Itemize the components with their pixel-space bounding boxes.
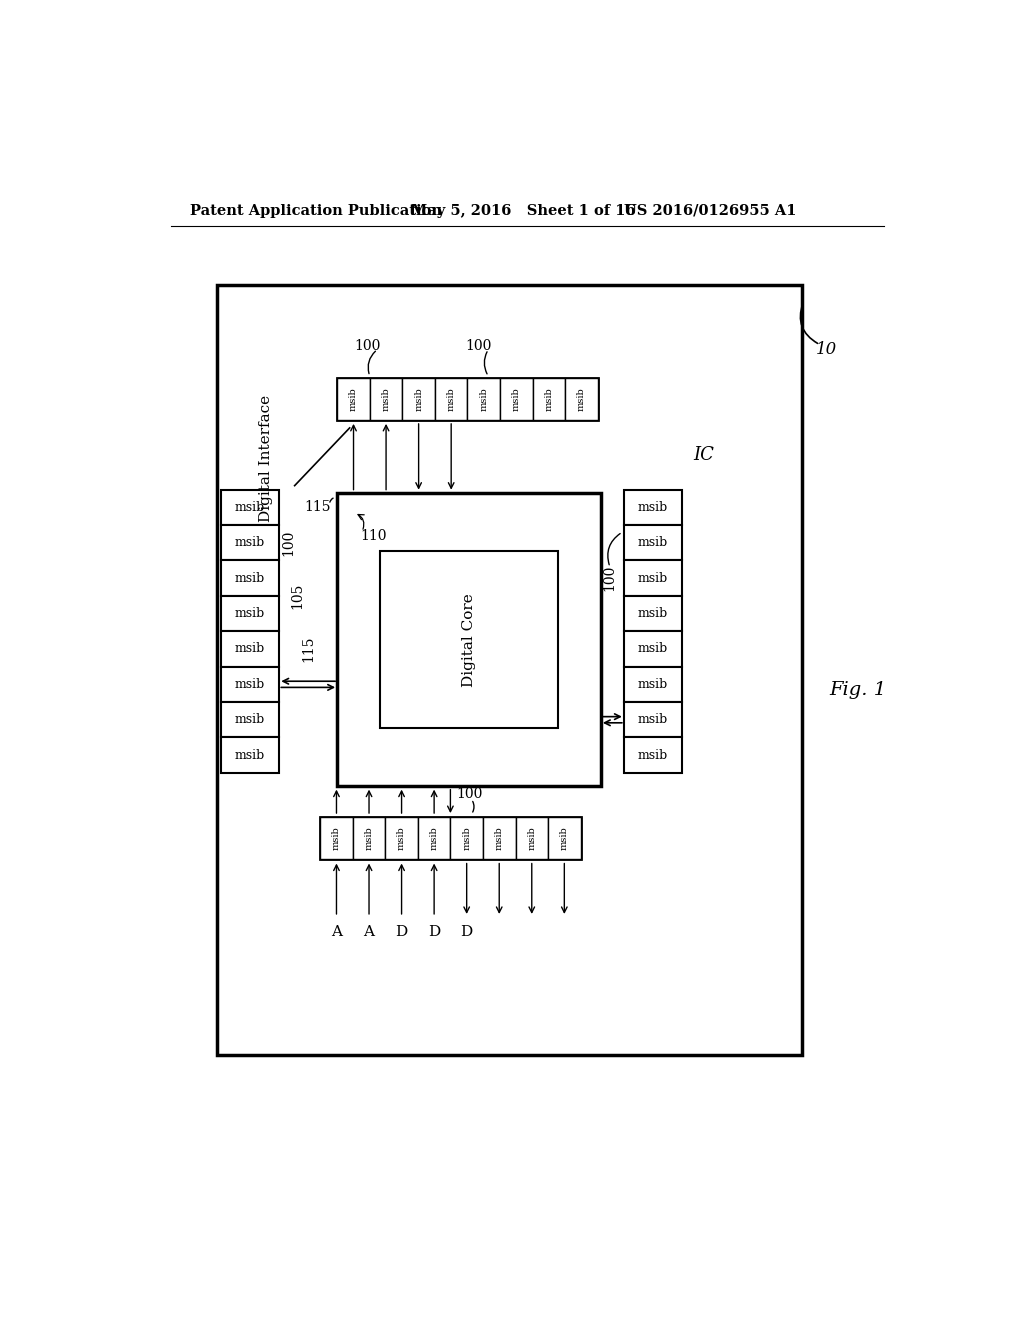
Text: msib: msib — [479, 387, 488, 411]
Text: IC: IC — [693, 446, 715, 463]
Bar — [321, 817, 352, 859]
Text: msib: msib — [365, 826, 374, 850]
Bar — [435, 378, 467, 420]
Text: msib: msib — [545, 387, 553, 411]
Text: msib: msib — [234, 748, 265, 762]
Text: msib: msib — [234, 607, 265, 620]
Bar — [467, 378, 500, 420]
Bar — [370, 378, 402, 420]
Text: msib: msib — [638, 643, 669, 656]
Bar — [321, 817, 581, 859]
Bar — [352, 817, 385, 859]
Bar — [451, 817, 483, 859]
Text: msib: msib — [430, 826, 438, 850]
Text: Digital Interface: Digital Interface — [259, 395, 273, 523]
Text: msib: msib — [638, 500, 669, 513]
Text: msib: msib — [332, 826, 341, 850]
Bar — [500, 378, 532, 420]
Bar — [624, 738, 682, 774]
Bar — [221, 560, 280, 595]
Text: msib: msib — [527, 826, 537, 850]
Bar — [221, 525, 280, 561]
Bar — [532, 378, 565, 420]
Text: A: A — [364, 925, 375, 940]
Bar — [624, 667, 682, 702]
Text: 100: 100 — [282, 529, 296, 556]
Text: msib: msib — [462, 826, 471, 850]
Text: D: D — [428, 925, 440, 940]
Text: msib: msib — [234, 677, 265, 690]
Text: 110: 110 — [360, 529, 387, 543]
Text: 115: 115 — [304, 500, 331, 515]
Bar — [548, 817, 581, 859]
Bar — [337, 494, 601, 785]
Text: msib: msib — [234, 643, 265, 656]
Bar — [565, 378, 598, 420]
Text: msib: msib — [414, 387, 423, 411]
Text: msib: msib — [638, 536, 669, 549]
Text: msib: msib — [446, 387, 456, 411]
Bar — [624, 560, 682, 595]
Text: msib: msib — [234, 536, 265, 549]
Text: msib: msib — [638, 572, 669, 585]
Bar — [385, 817, 418, 859]
Bar — [624, 525, 682, 561]
Text: msib: msib — [638, 713, 669, 726]
Text: msib: msib — [349, 387, 358, 411]
Bar — [217, 285, 802, 1056]
Text: Digital Core: Digital Core — [462, 593, 476, 686]
Text: msib: msib — [560, 826, 568, 850]
Text: US 2016/0126955 A1: US 2016/0126955 A1 — [624, 203, 797, 218]
Text: msib: msib — [397, 826, 407, 850]
Text: msib: msib — [638, 677, 669, 690]
Text: 100: 100 — [465, 338, 492, 352]
Text: msib: msib — [234, 572, 265, 585]
Bar — [221, 667, 280, 702]
Bar — [380, 552, 558, 729]
Text: msib: msib — [512, 387, 521, 411]
Bar — [221, 702, 280, 738]
Text: 100: 100 — [456, 788, 482, 801]
Text: 100: 100 — [602, 565, 616, 591]
Text: 115: 115 — [301, 636, 314, 663]
Text: D: D — [395, 925, 408, 940]
Bar — [624, 595, 682, 631]
Bar — [221, 595, 280, 631]
Bar — [515, 817, 548, 859]
Bar — [221, 490, 280, 525]
Bar — [337, 378, 370, 420]
Text: msib: msib — [234, 713, 265, 726]
Bar — [624, 631, 682, 667]
Text: A: A — [331, 925, 342, 940]
Text: Patent Application Publication: Patent Application Publication — [190, 203, 442, 218]
Text: msib: msib — [638, 607, 669, 620]
Bar — [402, 378, 435, 420]
Bar — [337, 378, 598, 420]
Bar — [624, 490, 682, 525]
Text: msib: msib — [495, 826, 504, 850]
Bar — [483, 817, 515, 859]
Text: 10: 10 — [816, 341, 838, 358]
Bar — [624, 702, 682, 738]
Bar — [221, 631, 280, 667]
Text: May 5, 2016   Sheet 1 of 16: May 5, 2016 Sheet 1 of 16 — [411, 203, 636, 218]
Text: msib: msib — [234, 500, 265, 513]
Text: msib: msib — [638, 748, 669, 762]
Bar — [418, 817, 451, 859]
Text: msib: msib — [577, 387, 586, 411]
Text: 100: 100 — [354, 338, 381, 352]
Text: msib: msib — [382, 387, 390, 411]
Text: 105: 105 — [291, 582, 305, 609]
Text: Fig. 1: Fig. 1 — [829, 681, 887, 698]
Bar — [221, 738, 280, 774]
Text: D: D — [461, 925, 473, 940]
